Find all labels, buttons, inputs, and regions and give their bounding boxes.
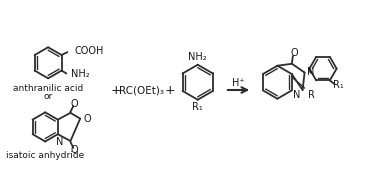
Text: O: O	[71, 99, 78, 109]
Text: +: +	[111, 84, 122, 96]
Text: NH₂: NH₂	[189, 52, 207, 62]
Text: RC(OEt)₃: RC(OEt)₃	[119, 85, 164, 95]
Text: O: O	[71, 145, 78, 155]
Text: anthranilic acid: anthranilic acid	[13, 84, 83, 93]
Text: or: or	[44, 92, 53, 101]
Text: N: N	[293, 90, 301, 100]
Text: H⁺: H⁺	[232, 78, 245, 88]
Text: R₁: R₁	[192, 102, 203, 112]
Text: O: O	[290, 48, 298, 58]
Text: +: +	[164, 84, 175, 96]
Text: R₁: R₁	[333, 80, 344, 90]
Text: R: R	[308, 90, 315, 100]
Text: COOH: COOH	[74, 46, 103, 56]
Text: N: N	[307, 67, 314, 76]
Text: O: O	[83, 114, 91, 124]
Text: NH₂: NH₂	[71, 69, 90, 79]
Text: N: N	[56, 137, 64, 147]
Text: isatoic anhydride: isatoic anhydride	[6, 151, 84, 160]
